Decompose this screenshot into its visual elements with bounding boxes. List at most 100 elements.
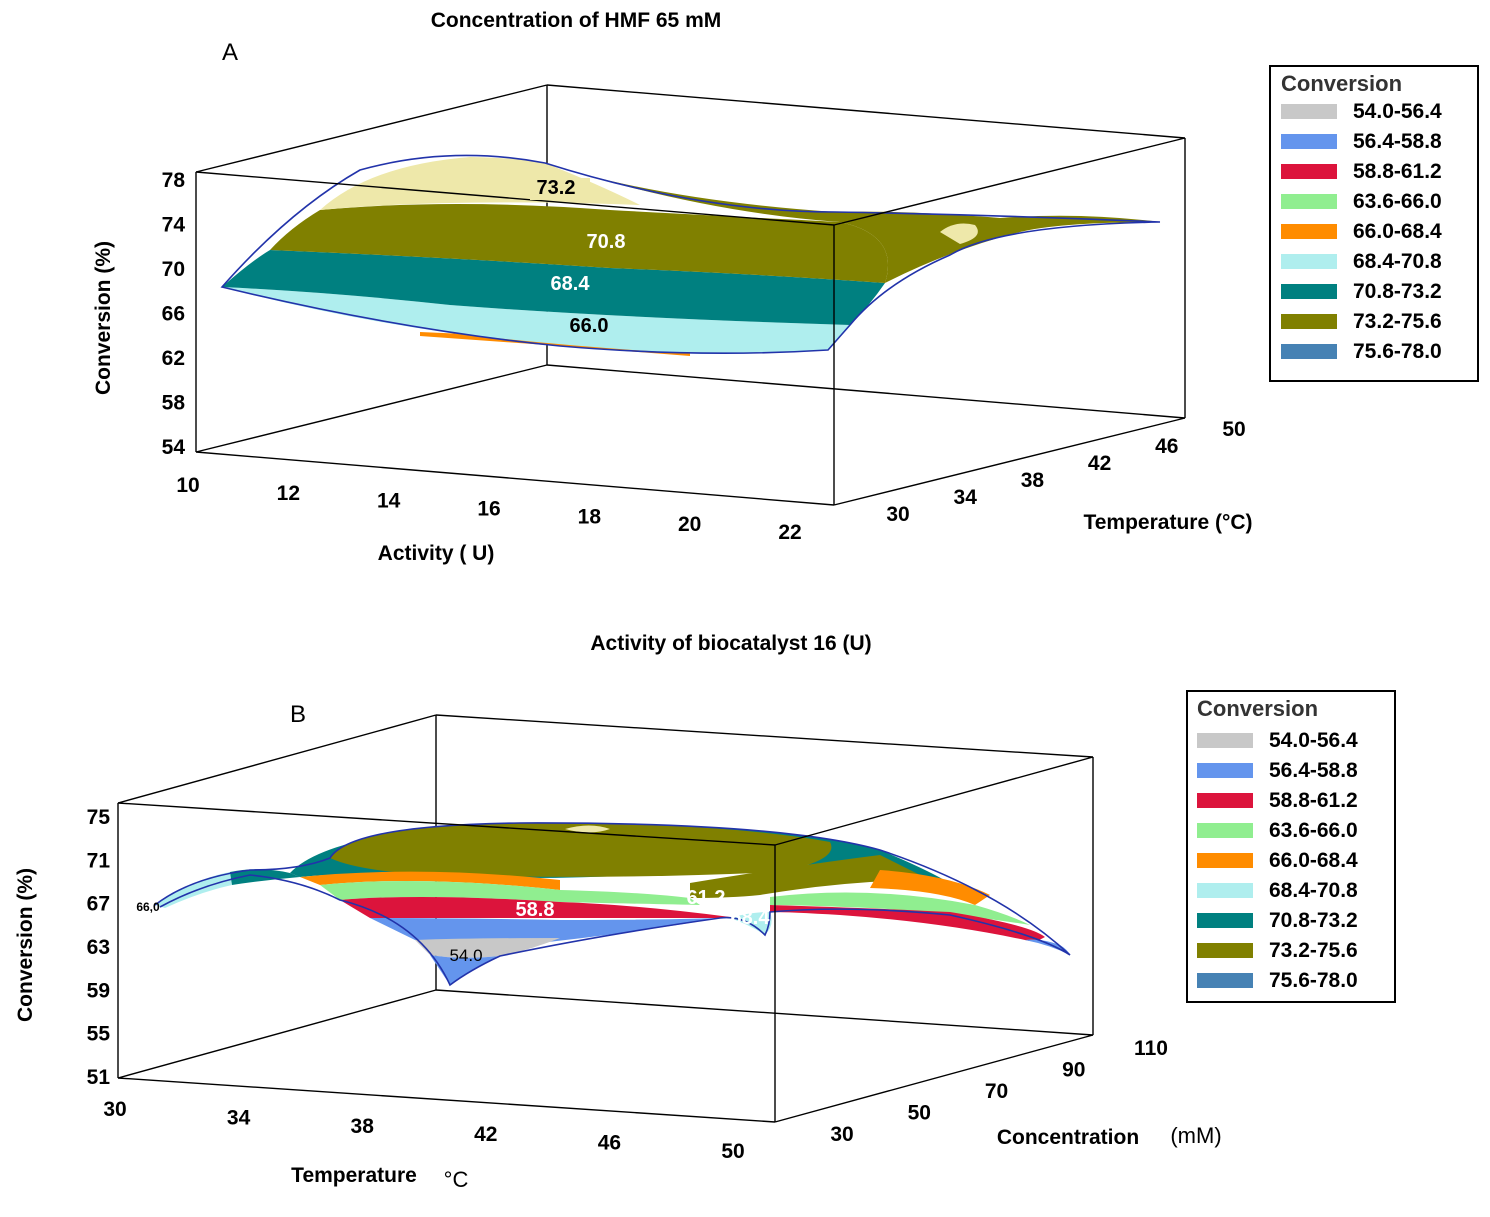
contour-label-66-0: 66.0 [570,315,609,337]
y-tick-label: 110 [1134,1037,1168,1060]
legend-entries: 54.0-56.4 56.4-58.8 58.8-61.2 63.6-66.0 66.0… [1281,100,1442,363]
legend-entry-label: 68.4-70.8 [1269,879,1358,902]
panel-b-y-unit: (mM) [1170,1123,1221,1148]
surface-top-light [565,825,610,833]
panel-b-box-front [117,756,1094,1123]
contour-label-73-2: 73.2 [537,177,576,199]
legend-swatch [1197,883,1253,898]
x-tick-label: 38 [351,1115,375,1138]
x-tick-label: 50 [721,1140,744,1163]
panel-b-z-label: Conversion (%) [14,868,37,1022]
y-tick-label: 38 [1021,469,1045,492]
panel-b-label: B [290,701,306,728]
contour-label-70-8: 70.8 [587,231,626,253]
z-tick-label: 67 [87,893,110,916]
surface-band-73-75b [545,163,1160,283]
z-tick-label: 63 [87,936,110,959]
z-tick-label: 75 [87,806,111,829]
legend-swatch [1281,164,1337,179]
surface-right-olive [690,855,930,898]
z-tick-label: 59 [87,979,110,1002]
z-tick-label: 78 [162,169,186,192]
legend-entry-label: 73.2-75.6 [1353,310,1442,333]
legend-entry-label: 63.6-66.0 [1269,819,1358,842]
surface-band-73-75a [270,204,888,283]
panel-a-box-front [195,137,1186,506]
surface-band-54-56 [415,938,560,958]
legend-entry-label: 75.6-78.0 [1269,969,1358,992]
contour-label-54-0: 54.0 [449,946,482,965]
z-tick-label: 62 [162,347,185,370]
legend-entries: 54.0-56.4 56.4-58.8 58.8-61.2 63.6-66.0 66.0… [1197,729,1358,992]
legend-entry-label: 70.8-73.2 [1269,909,1358,932]
y-tick-label: 50 [908,1102,931,1125]
legend-entry-label: 63.6-66.0 [1353,190,1442,213]
legend-entry-label: 58.8-61.2 [1353,160,1442,183]
surface-band-68-70 [222,287,850,354]
z-tick-label: 58 [162,392,186,415]
panel-b-legend: Conversion 54.0-56.4 56.4-58.8 58.8-61.2 63… [1186,690,1396,1003]
surface-outline [154,822,1071,987]
surface-band-70-73 [222,250,885,325]
x-tick-label: 18 [578,505,602,528]
contour-label-61-2: 61.2 [687,887,726,909]
surface-band-58-61 [340,896,730,918]
panel-a-x-ticks: 10 12 14 16 18 20 22 [176,474,801,544]
surface-band-66-68 [320,881,700,905]
panel-a-x-label: Activity ( U) [378,542,495,565]
legend-entry-label: 75.6-78.0 [1353,340,1442,363]
y-tick-label: 90 [1062,1059,1085,1082]
x-tick-label: 46 [598,1132,621,1155]
panel-a: Concentration of HMF 65 mM A [92,9,1479,565]
y-tick-label: 70 [985,1080,1008,1103]
x-tick-label: 30 [103,1098,126,1121]
x-tick-label: 22 [778,521,801,544]
contour-label-68-4: 68.4 [731,907,771,929]
panel-b: Activity of biocatalyst 16 (U) B [14,632,1396,1192]
legend-swatch [1281,224,1337,239]
legend-entry-label: 66.0-68.4 [1269,849,1358,872]
panel-b-box-back [117,714,1094,1079]
panel-b-title: Activity of biocatalyst 16 (U) [590,632,871,655]
legend-entry-label: 66.0-68.4 [1353,220,1442,243]
contour-label-68-4: 68.4 [551,273,591,295]
surface-band-75-78-right [940,223,978,244]
legend-swatch [1197,973,1253,988]
legend-entry-label: 68.4-70.8 [1353,250,1442,273]
legend-swatch [1197,793,1253,808]
surface-right-red [770,905,1045,941]
panel-b-x-label: Temperature [291,1164,417,1187]
y-tick-label: 50 [1222,418,1245,441]
legend-swatch [1197,763,1253,778]
panel-b-y-ticks: 30 50 70 90 110 [830,1037,1168,1146]
legend-entry-label: 58.8-61.2 [1269,789,1358,812]
legend-entry-label: 70.8-73.2 [1353,280,1442,303]
contour-label-58-8: 58.8 [516,899,555,921]
panel-a-box-back [195,84,1186,453]
contour-label-bg [530,178,590,200]
surface-band-63-66 [300,871,560,890]
panel-b-contour-labels: 66,0 58.8 61.2 68.4 54.0 [136,887,770,965]
x-tick-label: 34 [227,1106,251,1129]
legend-swatch [1197,733,1253,748]
y-tick-label: 34 [954,486,978,509]
surface-outline [220,154,1161,354]
panel-a-title: Concentration of HMF 65 mM [431,9,722,32]
legend-entry-label: 54.0-56.4 [1353,100,1442,123]
legend-title: Conversion [1281,71,1402,96]
legend-swatch [1281,254,1337,269]
panel-b-x-unit: °C [444,1167,469,1192]
contour-label-66-0: 66,0 [136,900,160,914]
y-tick-label: 42 [1088,452,1111,475]
panel-b-x-ticks: 30 34 38 42 46 50 [103,1098,744,1163]
panel-b-surface [154,822,1071,987]
x-tick-label: 42 [474,1123,497,1146]
legend-entry-label: 56.4-58.8 [1269,759,1358,782]
legend-swatch [1281,194,1337,209]
legend-swatch [1197,943,1253,958]
legend-swatch [1281,314,1337,329]
legend-swatch [1281,104,1337,119]
panel-a-contour-labels: 73.2 70.8 68.4 66.0 [530,177,625,337]
panel-a-z-ticks: 54 58 62 66 70 74 78 [162,169,186,459]
